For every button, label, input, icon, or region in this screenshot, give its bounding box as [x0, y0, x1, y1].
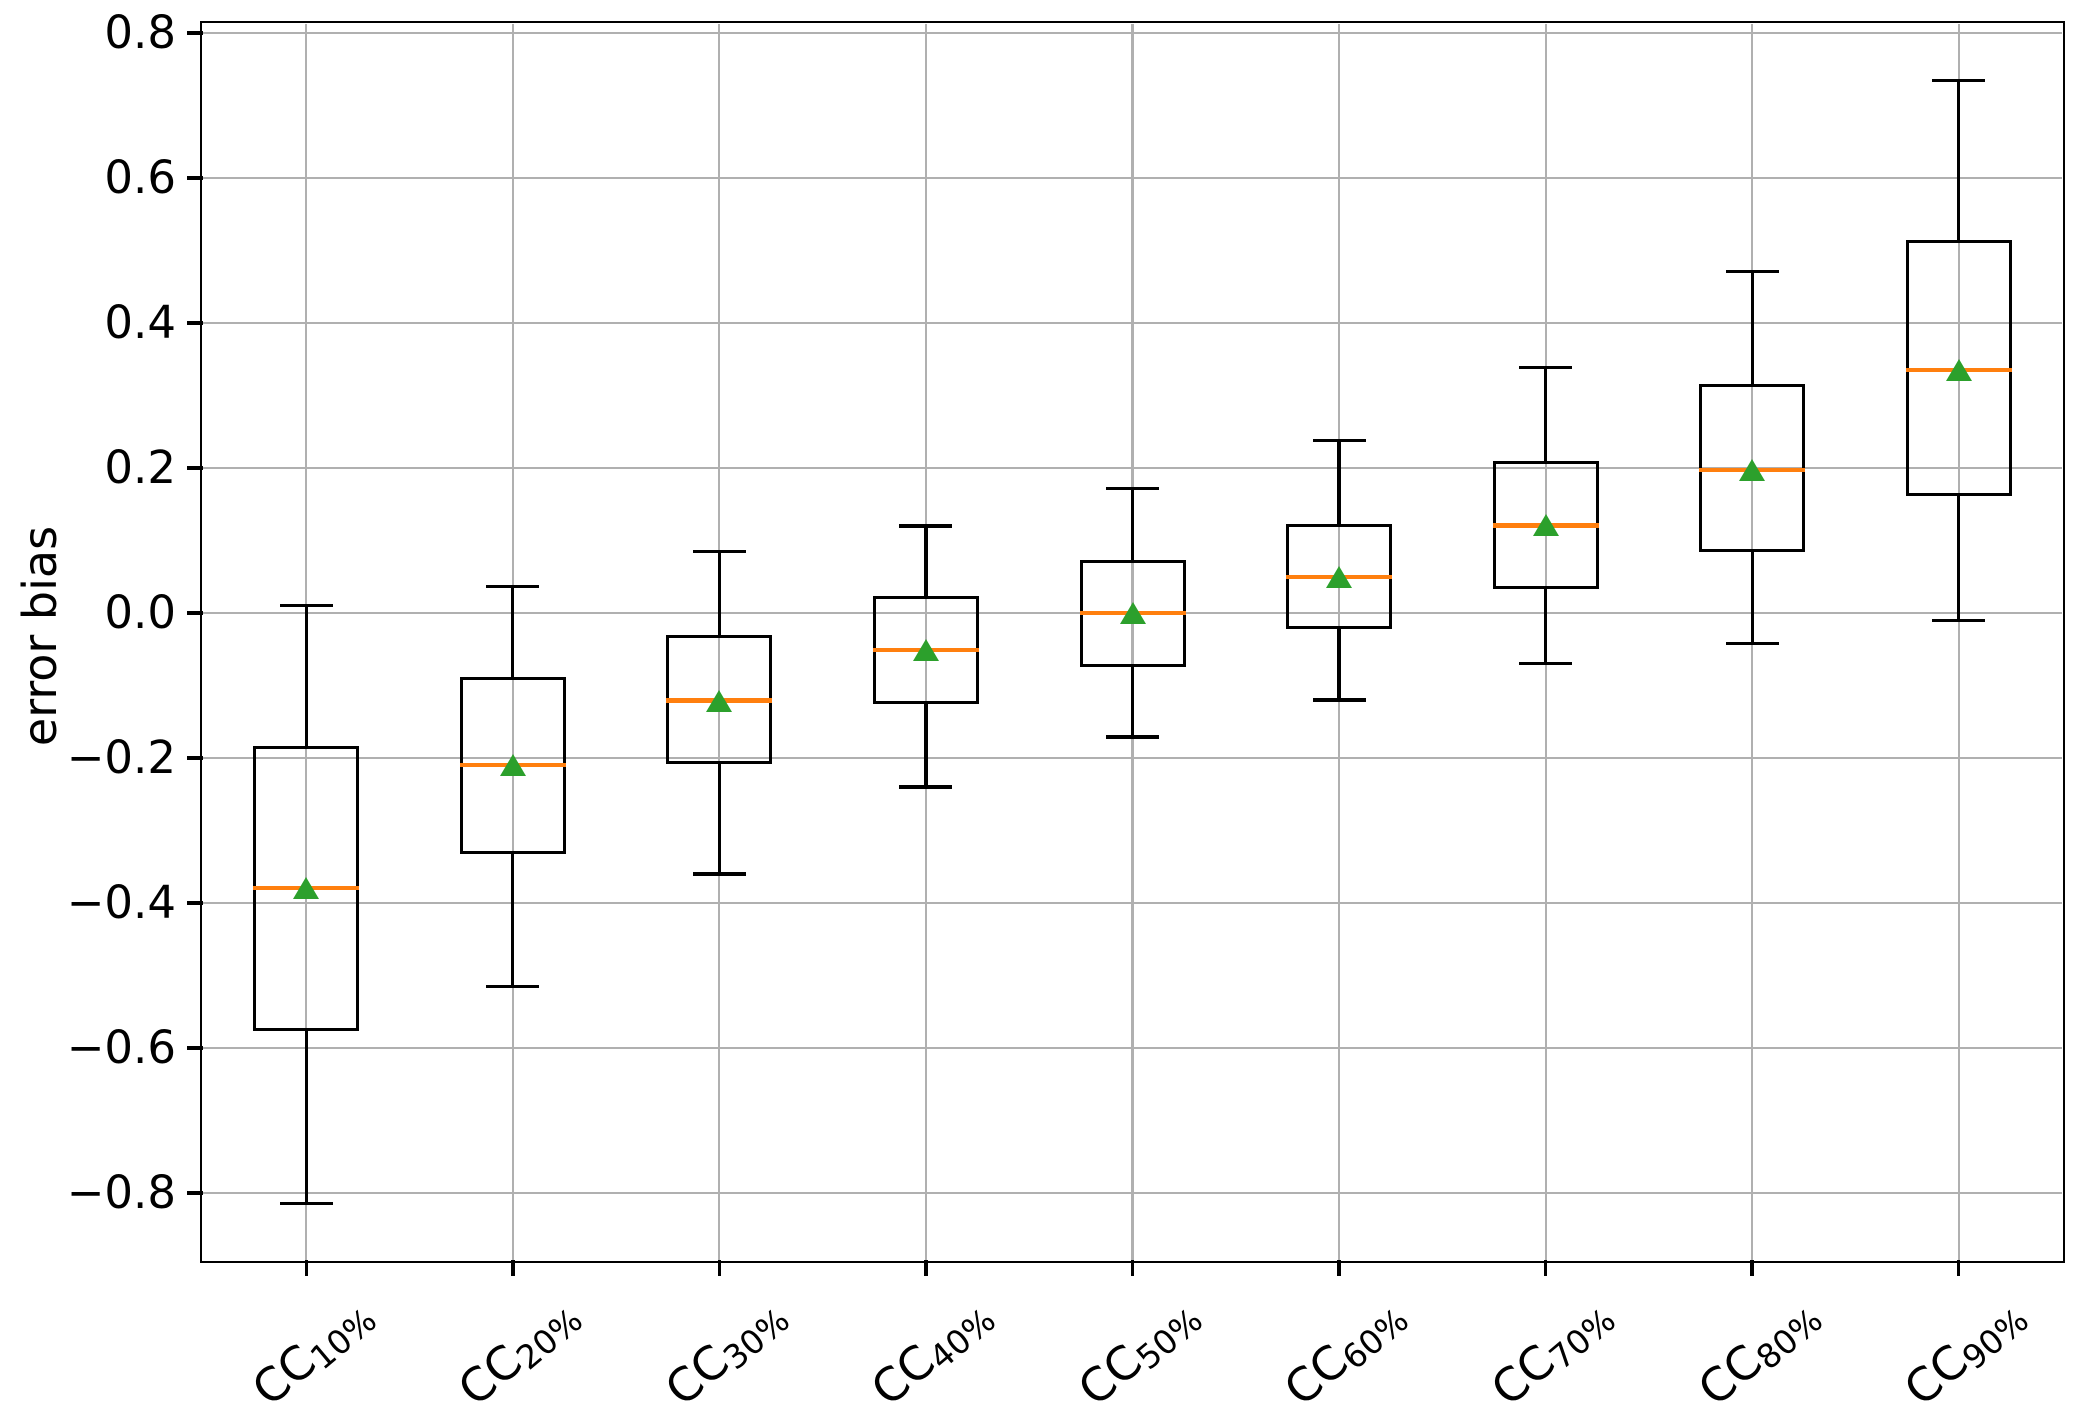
- lower-whisker: [1337, 628, 1341, 700]
- upper-whisker-cap: [1725, 269, 1779, 274]
- upper-whisker-cap: [1932, 78, 1986, 82]
- upper-whisker: [1957, 80, 1961, 241]
- x-tick-label: CC10%: [242, 1288, 388, 1423]
- y-tick-mark: [187, 31, 203, 35]
- mean-marker: [1739, 459, 1766, 482]
- y-tick-mark: [187, 756, 203, 760]
- horizontal-gridline: [203, 901, 2062, 905]
- upper-whisker-cap: [1519, 365, 1573, 369]
- upper-whisker: [304, 605, 308, 746]
- x-tick-mark: [1750, 1260, 1754, 1276]
- y-tick-label: 0.6: [104, 151, 176, 205]
- upper-whisker: [511, 586, 515, 677]
- lower-whisker-cap: [692, 872, 746, 876]
- lower-whisker: [717, 763, 721, 874]
- y-tick-label: −0.6: [66, 1020, 176, 1074]
- y-tick-mark: [187, 176, 203, 180]
- x-tick-label: CC60%: [1274, 1288, 1421, 1423]
- x-tick-mark: [1130, 1260, 1135, 1276]
- mean-marker: [293, 876, 320, 899]
- lower-whisker-cap: [1106, 735, 1159, 739]
- y-tick-mark: [187, 901, 203, 905]
- vertical-gridline: [1957, 24, 1960, 1260]
- x-tick-mark: [511, 1260, 515, 1276]
- upper-whisker: [1337, 440, 1341, 524]
- horizontal-gridline: [203, 321, 2062, 325]
- x-tick-mark: [304, 1260, 309, 1276]
- vertical-gridline: [718, 24, 721, 1260]
- x-tick-label: CC80%: [1687, 1288, 1834, 1423]
- lower-whisker-cap: [1725, 641, 1779, 646]
- horizontal-gridline: [203, 31, 2062, 35]
- y-tick-label: −0.2: [66, 730, 176, 784]
- y-tick-mark: [187, 1191, 203, 1195]
- x-tick-label: CC30%: [655, 1288, 801, 1423]
- upper-whisker-cap: [899, 524, 953, 528]
- upper-whisker: [1750, 271, 1754, 384]
- upper-whisker: [717, 551, 721, 636]
- upper-whisker-cap: [279, 604, 333, 608]
- lower-whisker: [1957, 496, 1961, 621]
- y-tick-label: 0.8: [104, 6, 176, 60]
- lower-whisker-cap: [899, 785, 953, 789]
- horizontal-gridline: [203, 1191, 2062, 1195]
- horizontal-gridline: [203, 466, 2062, 470]
- mean-marker: [706, 689, 733, 712]
- y-tick-label: 0.2: [104, 441, 176, 495]
- x-tick-mark: [1956, 1260, 1961, 1276]
- vertical-gridline: [1131, 24, 1134, 1260]
- mean-marker: [1532, 514, 1559, 537]
- x-tick-label: CC20%: [448, 1288, 594, 1423]
- upper-whisker: [1544, 367, 1548, 462]
- upper-whisker: [1130, 488, 1135, 561]
- upper-whisker-cap: [1106, 486, 1159, 490]
- y-tick-label: −0.4: [66, 875, 176, 929]
- mean-marker: [912, 638, 939, 661]
- x-tick-label: CC40%: [861, 1288, 1008, 1423]
- lower-whisker-cap: [1932, 618, 1986, 622]
- horizontal-gridline: [203, 176, 2062, 180]
- lower-whisker: [1750, 552, 1754, 644]
- mean-marker: [1945, 359, 1972, 382]
- x-tick-mark: [717, 1260, 722, 1276]
- upper-whisker-cap: [1312, 438, 1366, 443]
- mean-marker: [499, 754, 526, 777]
- y-tick-mark: [187, 611, 203, 615]
- horizontal-gridline: [203, 1046, 2062, 1050]
- y-tick-label: 0.4: [104, 296, 176, 350]
- lower-whisker-cap: [279, 1202, 333, 1206]
- upper-whisker-cap: [486, 585, 540, 589]
- y-tick-mark: [187, 1046, 203, 1050]
- mean-marker: [1119, 602, 1146, 624]
- mean-marker: [1326, 565, 1353, 588]
- y-tick-label: 0.0: [104, 586, 176, 639]
- x-tick-label: CC50%: [1068, 1288, 1214, 1423]
- y-tick-label: −0.8: [66, 1165, 176, 1219]
- x-tick-mark: [924, 1260, 928, 1276]
- x-tick-label: CC90%: [1894, 1288, 2040, 1423]
- y-axis-title: error bias: [13, 525, 67, 747]
- x-tick-mark: [1543, 1260, 1548, 1276]
- x-tick-mark: [1337, 1260, 1341, 1276]
- lower-whisker-cap: [486, 984, 540, 988]
- upper-whisker-cap: [692, 549, 746, 553]
- y-tick-mark: [187, 466, 203, 470]
- x-tick-label: CC70%: [1481, 1288, 1627, 1423]
- lower-whisker-cap: [1312, 698, 1366, 702]
- y-tick-mark: [187, 321, 203, 325]
- lower-whisker: [304, 1030, 308, 1204]
- lower-whisker: [1130, 666, 1135, 737]
- lower-whisker: [1544, 589, 1548, 664]
- lower-whisker: [924, 704, 928, 787]
- horizontal-gridline: [203, 756, 2062, 760]
- lower-whisker-cap: [1519, 662, 1573, 666]
- lower-whisker: [511, 853, 515, 987]
- upper-whisker: [924, 526, 928, 596]
